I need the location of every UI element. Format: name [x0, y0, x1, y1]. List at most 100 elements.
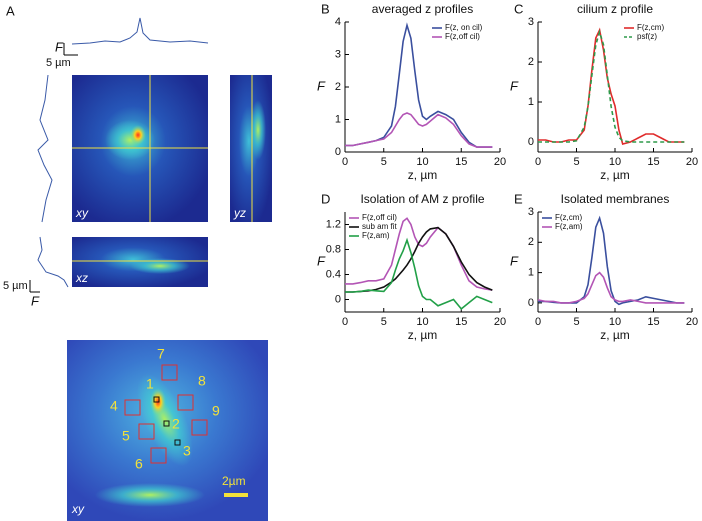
x-tick-label: 15	[455, 316, 467, 328]
yz-image	[230, 75, 272, 222]
y-tick-label: 0.4	[326, 268, 341, 280]
x-tick-label: 0	[342, 156, 348, 168]
y-tick-label: 2	[528, 56, 534, 68]
side-profile	[37, 236, 69, 288]
chart-title: averaged z profiles	[372, 2, 473, 16]
scale-f: F	[31, 293, 40, 308]
legend-label: F(z,am)	[555, 222, 583, 231]
chart-title: Isolated membranes	[561, 192, 670, 206]
panel-letter: B	[321, 1, 330, 16]
x-tick-label: 20	[494, 156, 506, 168]
series-line	[538, 29, 685, 143]
x-tick-label: 10	[416, 316, 428, 328]
y-axis-label: F	[317, 78, 326, 93]
x-tick-label: 5	[381, 156, 387, 168]
series-line	[345, 226, 493, 293]
chart-title: cilium z profile	[577, 2, 653, 16]
scale-length: 5 µm	[46, 57, 71, 69]
panel-letter: A	[6, 3, 15, 18]
series-line	[345, 22, 493, 148]
legend-label: F(z,am)	[362, 231, 390, 240]
x-tick-label: 5	[381, 316, 387, 328]
chart-title: Isolation of AM z profile	[360, 192, 484, 206]
scale-length: 5 µm	[3, 280, 28, 292]
legend-label: F(z,off cil)	[445, 32, 480, 41]
y-tick-label: 2	[528, 236, 534, 248]
x-tick-label: 0	[342, 316, 348, 328]
legend-label: sub am fit	[362, 222, 397, 231]
x-tick-label: 10	[609, 156, 621, 168]
image-blob	[250, 100, 266, 160]
y-axis-label: F	[317, 253, 326, 268]
x-axis-label: z, µm	[600, 328, 630, 342]
y-tick-label: 3	[528, 16, 534, 28]
y-tick-label: 1	[528, 267, 534, 279]
y-tick-label: 1.2	[326, 218, 341, 230]
view-label: xz	[75, 271, 88, 285]
y-tick-label: 0	[528, 297, 534, 309]
image-blob	[95, 483, 205, 507]
x-tick-label: 20	[686, 316, 698, 328]
roi-number: 9	[212, 403, 220, 419]
series-line	[345, 237, 493, 311]
y-tick-label: 1	[528, 96, 534, 108]
series-line	[345, 112, 493, 148]
x-tick-label: 10	[609, 316, 621, 328]
legend-label: F(z, on cil)	[445, 23, 483, 32]
y-tick-label: 4	[335, 16, 341, 28]
y-axis-label: F	[510, 78, 519, 93]
view-label: xy	[71, 502, 85, 516]
legend-label: F(z,cm)	[555, 213, 582, 222]
top-profile	[71, 17, 209, 45]
roi-number: 6	[135, 456, 143, 472]
roi-number: 5	[122, 428, 130, 444]
roi-number: 4	[110, 398, 118, 414]
y-tick-label: 0.8	[326, 243, 341, 255]
roi-boxes	[124, 364, 208, 464]
y-tick-label: 3	[335, 48, 341, 60]
image-blob	[130, 125, 146, 145]
x-tick-label: 15	[647, 316, 659, 328]
roi-number: 7	[157, 346, 165, 362]
image-blob	[105, 120, 155, 160]
roi-number: 1	[146, 376, 154, 392]
x-axis-label: z, µm	[408, 328, 438, 342]
x-axis-label: z, µm	[408, 168, 438, 182]
legend-label: F(z,cm)	[637, 23, 664, 32]
view-label: xy	[75, 206, 89, 220]
x-tick-label: 10	[416, 156, 428, 168]
x-tick-label: 5	[573, 156, 579, 168]
series-line	[537, 271, 685, 304]
roi-number: 2	[172, 416, 180, 432]
series-line	[345, 217, 493, 291]
roi-number: 8	[198, 373, 206, 389]
x-tick-label: 0	[535, 316, 541, 328]
view-label: yz	[233, 206, 246, 220]
panel-letter: D	[321, 191, 330, 206]
x-axis-label: z, µm	[600, 168, 630, 182]
y-tick-label: 3	[528, 206, 534, 218]
legend-label: F(z,off cil)	[362, 213, 397, 222]
y-tick-label: 0	[335, 293, 341, 305]
x-tick-label: 20	[494, 316, 506, 328]
image-blob	[130, 258, 190, 274]
y-tick-label: 1	[335, 113, 341, 125]
x-tick-label: 0	[535, 156, 541, 168]
legend-label: psf(z)	[637, 32, 657, 41]
y-tick-label: 0	[335, 146, 341, 158]
y-tick-label: 2	[335, 81, 341, 93]
scale-f: F	[55, 39, 64, 54]
series-line	[538, 27, 685, 145]
x-tick-label: 5	[573, 316, 579, 328]
x-tick-label: 15	[455, 156, 467, 168]
panel-letter: C	[514, 1, 523, 16]
panel-letter: E	[514, 191, 523, 206]
y-tick-label: 0	[528, 136, 534, 148]
side-profile	[37, 74, 53, 223]
y-axis-label: F	[510, 253, 519, 268]
roi-small	[153, 396, 181, 446]
x-tick-label: 15	[647, 156, 659, 168]
x-tick-label: 20	[686, 156, 698, 168]
roi-number: 3	[183, 443, 191, 459]
